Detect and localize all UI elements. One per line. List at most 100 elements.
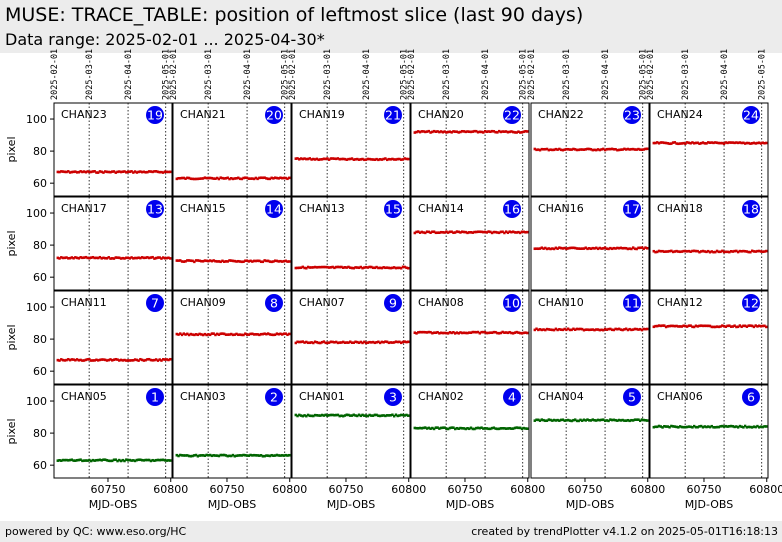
data-point [487, 427, 490, 431]
data-point [88, 170, 91, 174]
data-point [616, 419, 619, 422]
data-point [589, 247, 593, 251]
data-point [340, 157, 343, 161]
data-point [275, 332, 279, 335]
data-point [116, 358, 119, 361]
data-point [752, 425, 756, 429]
data-point [160, 257, 163, 260]
data-point [135, 171, 139, 174]
data-point [154, 458, 158, 462]
data-point [343, 266, 347, 269]
data-point [749, 250, 752, 254]
data-point [526, 230, 529, 234]
data-point [462, 427, 466, 430]
data-point [237, 259, 240, 263]
data-point [98, 170, 102, 173]
data-point [371, 266, 375, 270]
data-point [281, 454, 284, 457]
panel-frame [530, 196, 650, 291]
data-point [511, 130, 515, 134]
data-point [675, 425, 678, 429]
data-point [570, 246, 573, 250]
data-point [380, 340, 384, 344]
data-point [231, 259, 235, 263]
data-point [584, 148, 587, 151]
data-point [366, 414, 370, 418]
data-point [363, 158, 366, 162]
data-point [336, 157, 340, 160]
y-tick-label: 100 [26, 113, 47, 126]
data-point [591, 148, 594, 152]
data-point [270, 333, 273, 337]
data-point [455, 230, 459, 233]
data-point [441, 331, 445, 335]
data-point [125, 458, 128, 461]
footer-credit: powered by QC: www.eso.org/HC [5, 525, 187, 538]
data-point [434, 130, 438, 134]
data-point [167, 358, 170, 362]
data-point [708, 425, 712, 429]
data-point [203, 454, 207, 458]
y-tick-label: 60 [33, 459, 47, 472]
data-point [95, 358, 98, 362]
date-tick-label: 2025-02-01 [50, 49, 60, 100]
data-point [533, 328, 536, 332]
data-point [547, 418, 551, 421]
data-point [609, 147, 612, 151]
data-point [370, 158, 373, 161]
data-point [633, 247, 637, 251]
data-point [568, 148, 572, 151]
data-point [715, 249, 719, 253]
data-point [111, 359, 114, 362]
data-point [67, 257, 70, 260]
data-point [342, 266, 345, 269]
data-point [182, 176, 185, 180]
data-point [644, 147, 647, 151]
data-point [56, 256, 59, 260]
data-point [119, 358, 123, 362]
data-point [422, 330, 425, 334]
data-point [630, 147, 633, 151]
data-point [537, 148, 540, 151]
data-point [331, 340, 334, 344]
data-point [156, 256, 160, 259]
data-point [296, 157, 299, 160]
data-point [469, 331, 473, 335]
data-point [153, 358, 156, 362]
data-point [224, 454, 228, 457]
data-point [91, 458, 95, 462]
data-point [603, 148, 607, 152]
data-point [273, 454, 277, 457]
data-point [380, 414, 384, 417]
data-point [385, 266, 389, 269]
data-point [165, 358, 168, 361]
panel-number-badge [742, 200, 760, 218]
data-point [142, 256, 146, 260]
data-point [589, 419, 593, 422]
data-point [664, 325, 668, 329]
data-point [371, 340, 375, 344]
data-point [619, 148, 623, 151]
data-point [537, 328, 540, 332]
data-point [736, 141, 740, 145]
data-point [685, 250, 689, 253]
data-point [510, 130, 513, 133]
data-point [450, 131, 453, 134]
data-point [657, 324, 661, 327]
data-point [524, 331, 527, 334]
data-point [189, 454, 193, 458]
data-point [288, 176, 291, 180]
data-point [492, 130, 496, 133]
panel-number-badge [623, 200, 641, 218]
data-point [175, 259, 178, 262]
data-point [496, 427, 499, 431]
data-point [738, 324, 742, 327]
data-point [105, 458, 109, 462]
data-point [384, 340, 387, 343]
data-point [313, 265, 317, 269]
data-point [593, 328, 596, 332]
data-point [126, 256, 130, 260]
data-point [217, 454, 221, 458]
data-point [296, 340, 299, 344]
data-point [417, 331, 420, 334]
